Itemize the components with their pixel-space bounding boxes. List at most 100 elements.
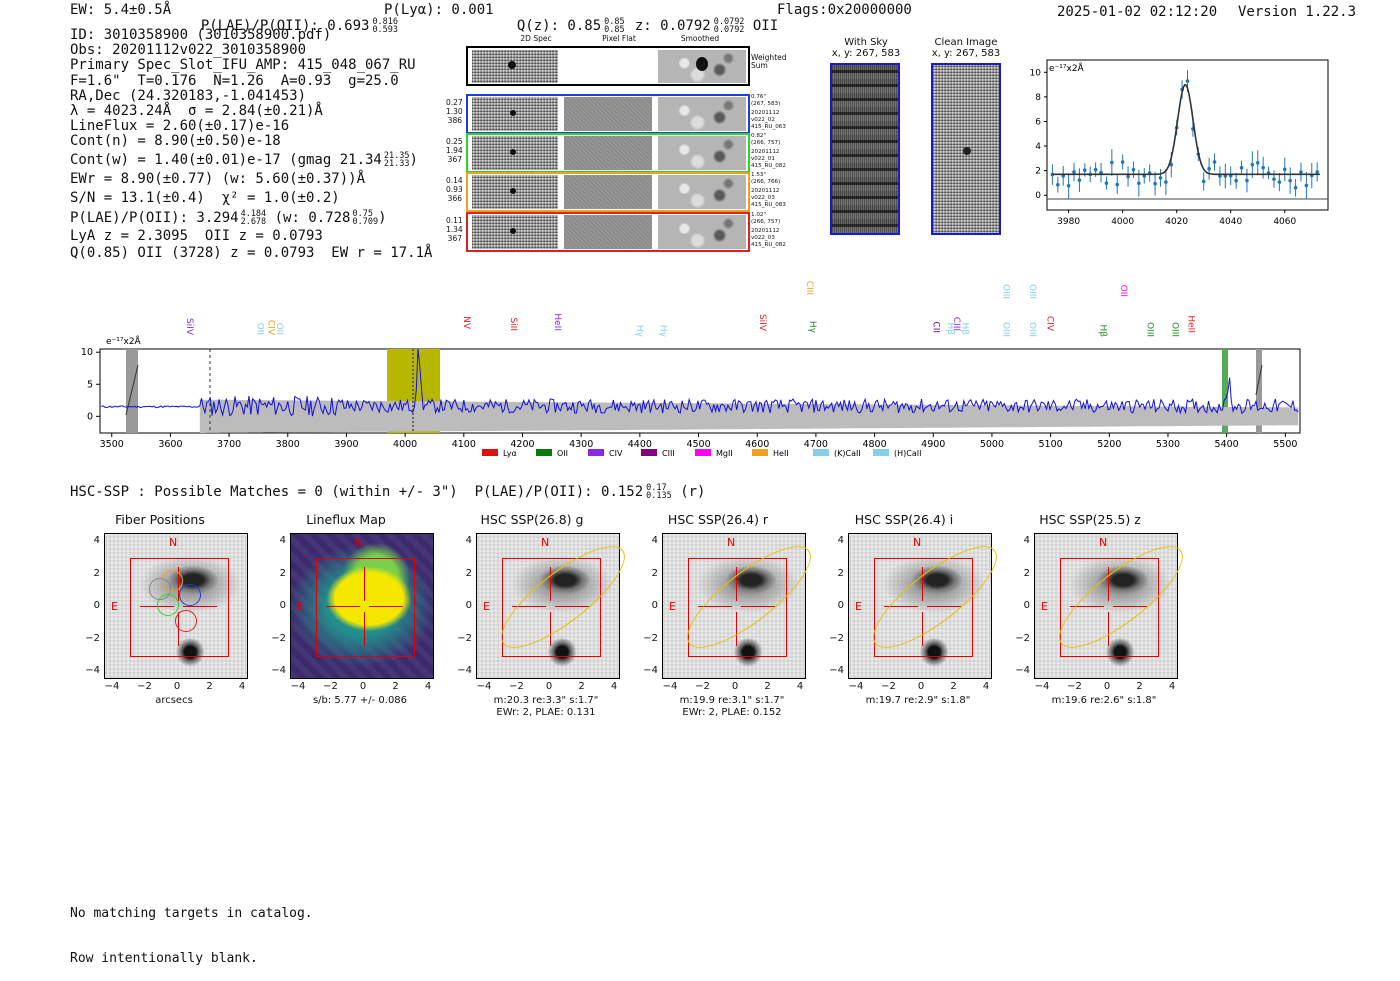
hsc-xtick-label: 2: [206, 681, 213, 692]
hsc-xtick-label: −2: [137, 681, 152, 692]
spectrum-xtick-label: 3800: [276, 439, 300, 450]
spectrum-line-label: OIII: [1001, 284, 1011, 299]
line-fit-point: [1077, 178, 1082, 182]
fiber-row-side-info: 0.76" (267, 583) 20201112 v022_02 415_RU_063: [751, 94, 791, 131]
hsc-ytick-label: 4: [1023, 535, 1030, 546]
hsc-ytick-label: −2: [457, 632, 472, 644]
hsc-crosshair-left: [512, 606, 546, 607]
fiber-row-side-text: (266, 766): [751, 179, 781, 185]
hsc-xtick-label: −2: [881, 681, 896, 692]
with-sky-title: With Sky: [844, 37, 888, 48]
spectrum-legend: Lyα OII CIV CIII MgII HeII (K)CaII (H)CaII: [482, 449, 921, 458]
hsc-ytick-label: −4: [1015, 665, 1030, 676]
hsc-xtick-label: −4: [1034, 681, 1050, 692]
fiber-cutouts: 2D Spec Pixel Flat Smoothed Weighted Sum…: [446, 34, 787, 264]
spectrum-xtick-label: 4500: [686, 439, 710, 450]
spectrum-xtick-label: 3600: [158, 439, 182, 450]
spectrum-line-label: CIII: [951, 317, 961, 331]
line-fit-model: [1052, 83, 1320, 176]
line-fit-xtick-label: 3980: [1057, 217, 1080, 227]
fiber-row-values: 0.25 1.94 367: [446, 137, 463, 164]
fiber-row-value: 366: [447, 194, 462, 203]
hsc-east-label: E: [855, 600, 862, 613]
fiber-source-dot: [510, 149, 516, 155]
fiber-row-side-text: 415_RU_082: [751, 242, 786, 248]
line-fit-point: [1164, 180, 1168, 184]
hsc-panel-image: N E: [848, 530, 1011, 679]
fiber-row-side-text: v022_01: [751, 156, 775, 162]
fiber-row: [466, 133, 750, 173]
spectrum-line-label: OII: [254, 323, 264, 335]
hsc-ytick-label: 2: [465, 567, 472, 579]
hsc-xtick-label: 4: [1168, 681, 1176, 692]
spectrum-xtick-label: 4200: [510, 439, 534, 450]
spectrum-xtick-label: 4600: [745, 439, 769, 450]
hsc-ytick-label: 4: [465, 535, 472, 546]
hsc-crosshair-left: [326, 606, 360, 607]
hsc-ytick-label: 4: [837, 535, 844, 546]
fiber-smoothed: [658, 97, 746, 131]
hsc-north-label: N: [541, 536, 550, 549]
line-fit-ytick-label: 2: [1035, 167, 1041, 177]
fiber-row-side-text: 415_RU_082: [751, 163, 786, 169]
spectrum-line-label: OIII: [1001, 322, 1011, 337]
line-fit-point: [1239, 165, 1244, 170]
hsc-crosshair-left: [698, 606, 732, 607]
line-fit-point: [1126, 174, 1130, 179]
line-fit-point: [1185, 79, 1190, 83]
fiber-pixelflat: [564, 97, 652, 131]
hsc-ytick-label: −4: [271, 665, 286, 676]
info-contn: Cont(n) = 8.90(±0.50)e-18: [70, 133, 281, 150]
line-fit-xticks: 3980 4000 4020 4040 4060: [1057, 210, 1296, 227]
hsc-xtick-label: −4: [662, 681, 678, 692]
info-fiber-params: F=1.6" T=0.176 N=1.26 A=0.93 g=25.0: [70, 72, 399, 89]
hsc-ytick-label: −4: [829, 665, 844, 676]
with-sky-xy: x, y: 267, 583: [831, 48, 901, 59]
fiber-smoothed: [658, 175, 746, 209]
spectrum-legend-label: OII: [557, 449, 568, 458]
spectrum-legend-swatch: [873, 449, 889, 456]
hsc-ytick-label: 2: [279, 567, 286, 579]
line-fit-point: [1304, 183, 1309, 188]
weighted-smooth-dot: [696, 57, 708, 71]
hsc-east-label: E: [669, 600, 676, 613]
hsc-heading-band: (r): [680, 484, 706, 500]
spectrum-legend-label: MgII: [716, 449, 733, 458]
spectrum-legend-swatch: [482, 449, 498, 456]
spectrum-line-label: SiIV: [757, 314, 767, 332]
fiber-row-side-text: (266, 757): [751, 140, 781, 146]
hsc-ytick-label: −4: [457, 665, 472, 676]
fiber-2dspec: [472, 175, 558, 209]
fiber-smoothed: [658, 215, 746, 249]
fiber-row-values: 0.11 1.34 367: [446, 216, 463, 243]
hsc-north-label: N: [169, 536, 178, 549]
hsc-heading: HSC-SSP : Possible Matches = 0 (within +…: [70, 484, 706, 501]
hsc-xtick-label: 0: [173, 681, 181, 692]
spectrum-xtick-label: 4000: [393, 439, 417, 450]
hsc-north-label: N: [727, 536, 736, 549]
header-q-lo: 0.85: [604, 25, 625, 35]
line-fit-yticks: 0 2 4 6 8 10: [1030, 68, 1047, 201]
header-plae: P(LAE)/P(OII): 0.693 0.816 0.593: [184, 2, 398, 35]
line-fit-point: [1072, 170, 1076, 174]
line-fit-point: [1218, 174, 1222, 178]
header-plae-label: P(LAE)/P(OII): 0.693: [200, 18, 370, 34]
fiber-source-dot: [510, 110, 516, 116]
hsc-ytick-label: 0: [651, 600, 658, 611]
fiber-row-side-text: (266, 757): [751, 219, 781, 225]
hsc-aperture-box: [502, 558, 601, 657]
hsc-xtick-label: −4: [104, 681, 120, 692]
spectrum-legend-label: (H)CaII: [894, 449, 921, 458]
fiber-row-value: 386: [447, 116, 462, 125]
line-fit-point: [1169, 162, 1174, 167]
spectrum-ytick-label: 5: [87, 379, 93, 390]
hsc-crosshair-top: [550, 567, 551, 601]
hsc-crosshair-top: [922, 567, 923, 601]
hsc-crosshair-right: [1113, 606, 1147, 607]
info-q-line: Q(0.85) OII (3728) z = 0.0793 EW r = 17.…: [70, 244, 433, 261]
line-fit-point: [1083, 168, 1087, 172]
spectrum-line-label: Hγ: [657, 325, 667, 338]
spectrum-legend-label: (K)CaII: [834, 449, 861, 458]
hsc-ytick-label: −4: [643, 665, 658, 676]
clean-source-dot: [963, 147, 971, 155]
